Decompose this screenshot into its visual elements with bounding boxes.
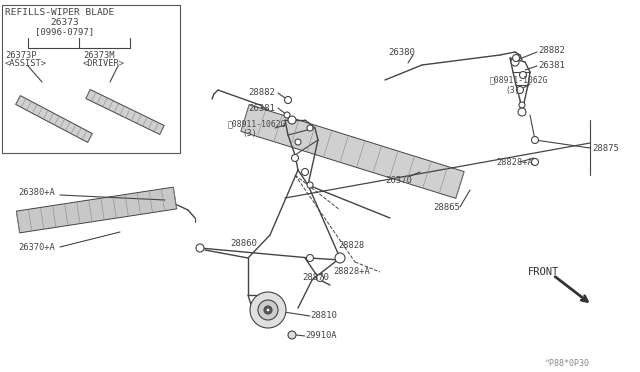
Text: ^P88*0P30: ^P88*0P30 <box>545 359 590 368</box>
Circle shape <box>258 300 278 320</box>
Text: <DRIVER>: <DRIVER> <box>83 58 125 67</box>
Circle shape <box>516 87 524 93</box>
Polygon shape <box>17 187 177 233</box>
Text: [0996-0797]: [0996-0797] <box>35 28 94 36</box>
Circle shape <box>301 169 308 176</box>
Circle shape <box>307 182 313 188</box>
Text: ⓝ08911-1062G: ⓝ08911-1062G <box>490 76 548 84</box>
Text: 28875: 28875 <box>592 144 619 153</box>
Text: 28870: 28870 <box>302 273 329 282</box>
Text: 26373M: 26373M <box>83 51 115 60</box>
Circle shape <box>531 137 538 144</box>
Circle shape <box>511 58 519 66</box>
Circle shape <box>317 275 323 282</box>
Text: 28828+A: 28828+A <box>333 267 370 276</box>
Text: 28860: 28860 <box>230 240 257 248</box>
Circle shape <box>307 125 313 131</box>
Text: 28865: 28865 <box>433 202 460 212</box>
Text: <ASSIST>: <ASSIST> <box>5 58 47 67</box>
Circle shape <box>335 253 345 263</box>
Polygon shape <box>15 96 92 142</box>
Text: 28828+A: 28828+A <box>496 157 532 167</box>
Circle shape <box>291 154 298 161</box>
Circle shape <box>264 306 272 314</box>
Circle shape <box>196 244 204 252</box>
Polygon shape <box>86 90 164 135</box>
Text: REFILLS-WIPER BLADE: REFILLS-WIPER BLADE <box>5 7 115 16</box>
Text: FRONT: FRONT <box>528 267 559 277</box>
Bar <box>2 5 180 153</box>
Polygon shape <box>241 105 464 198</box>
Circle shape <box>288 331 296 339</box>
Text: 26373: 26373 <box>50 17 79 26</box>
Text: (3): (3) <box>242 128 257 138</box>
Circle shape <box>531 158 538 166</box>
Text: (3): (3) <box>505 86 520 94</box>
Text: 26380: 26380 <box>388 48 415 57</box>
Text: 28882: 28882 <box>248 87 275 96</box>
Circle shape <box>250 292 286 328</box>
Circle shape <box>518 108 526 116</box>
Text: 26381: 26381 <box>248 103 275 112</box>
Circle shape <box>285 96 291 103</box>
Circle shape <box>266 308 270 312</box>
Circle shape <box>284 112 290 118</box>
Text: 28828: 28828 <box>338 241 364 250</box>
Text: 26370: 26370 <box>385 176 412 185</box>
Circle shape <box>520 71 527 78</box>
Text: 28882: 28882 <box>538 45 565 55</box>
Circle shape <box>307 254 314 262</box>
Circle shape <box>288 116 296 124</box>
Circle shape <box>519 102 525 108</box>
Text: 29910A: 29910A <box>305 331 337 340</box>
Text: ⓝ08911-1062G: ⓝ08911-1062G <box>228 119 287 128</box>
Text: 26381: 26381 <box>538 61 565 70</box>
Circle shape <box>513 55 520 61</box>
Circle shape <box>295 139 301 145</box>
Text: 26380+A: 26380+A <box>18 187 55 196</box>
Text: 28810: 28810 <box>310 311 337 321</box>
Text: 26373P: 26373P <box>5 51 36 60</box>
Text: 26370+A: 26370+A <box>18 244 55 253</box>
